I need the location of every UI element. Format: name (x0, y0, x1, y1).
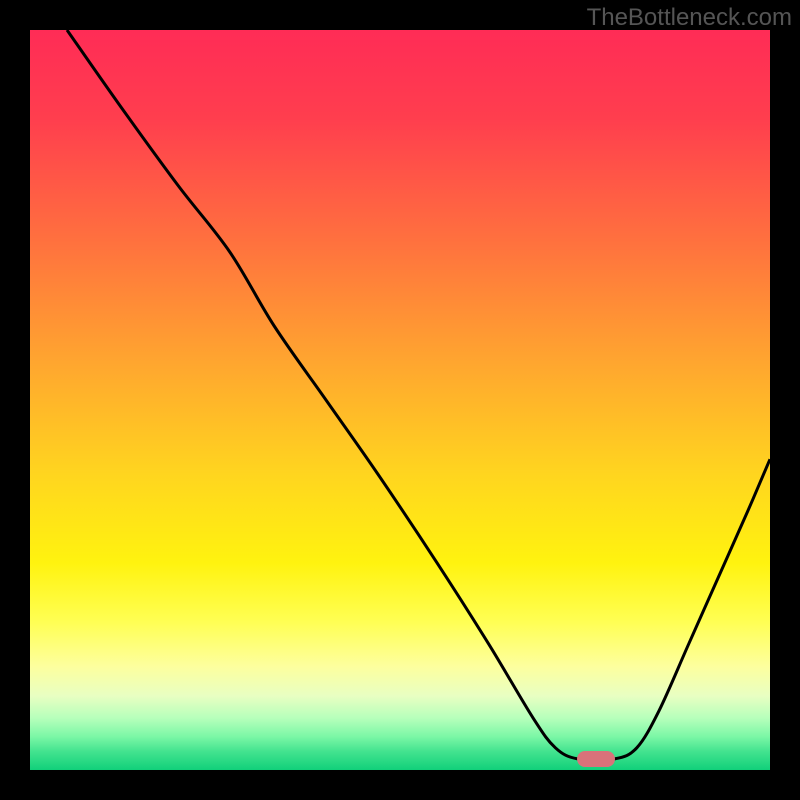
chart-plot-area (30, 30, 770, 770)
chart-background-gradient (30, 30, 770, 770)
chart-marker (577, 751, 615, 767)
watermark-text: TheBottleneck.com (587, 4, 792, 32)
